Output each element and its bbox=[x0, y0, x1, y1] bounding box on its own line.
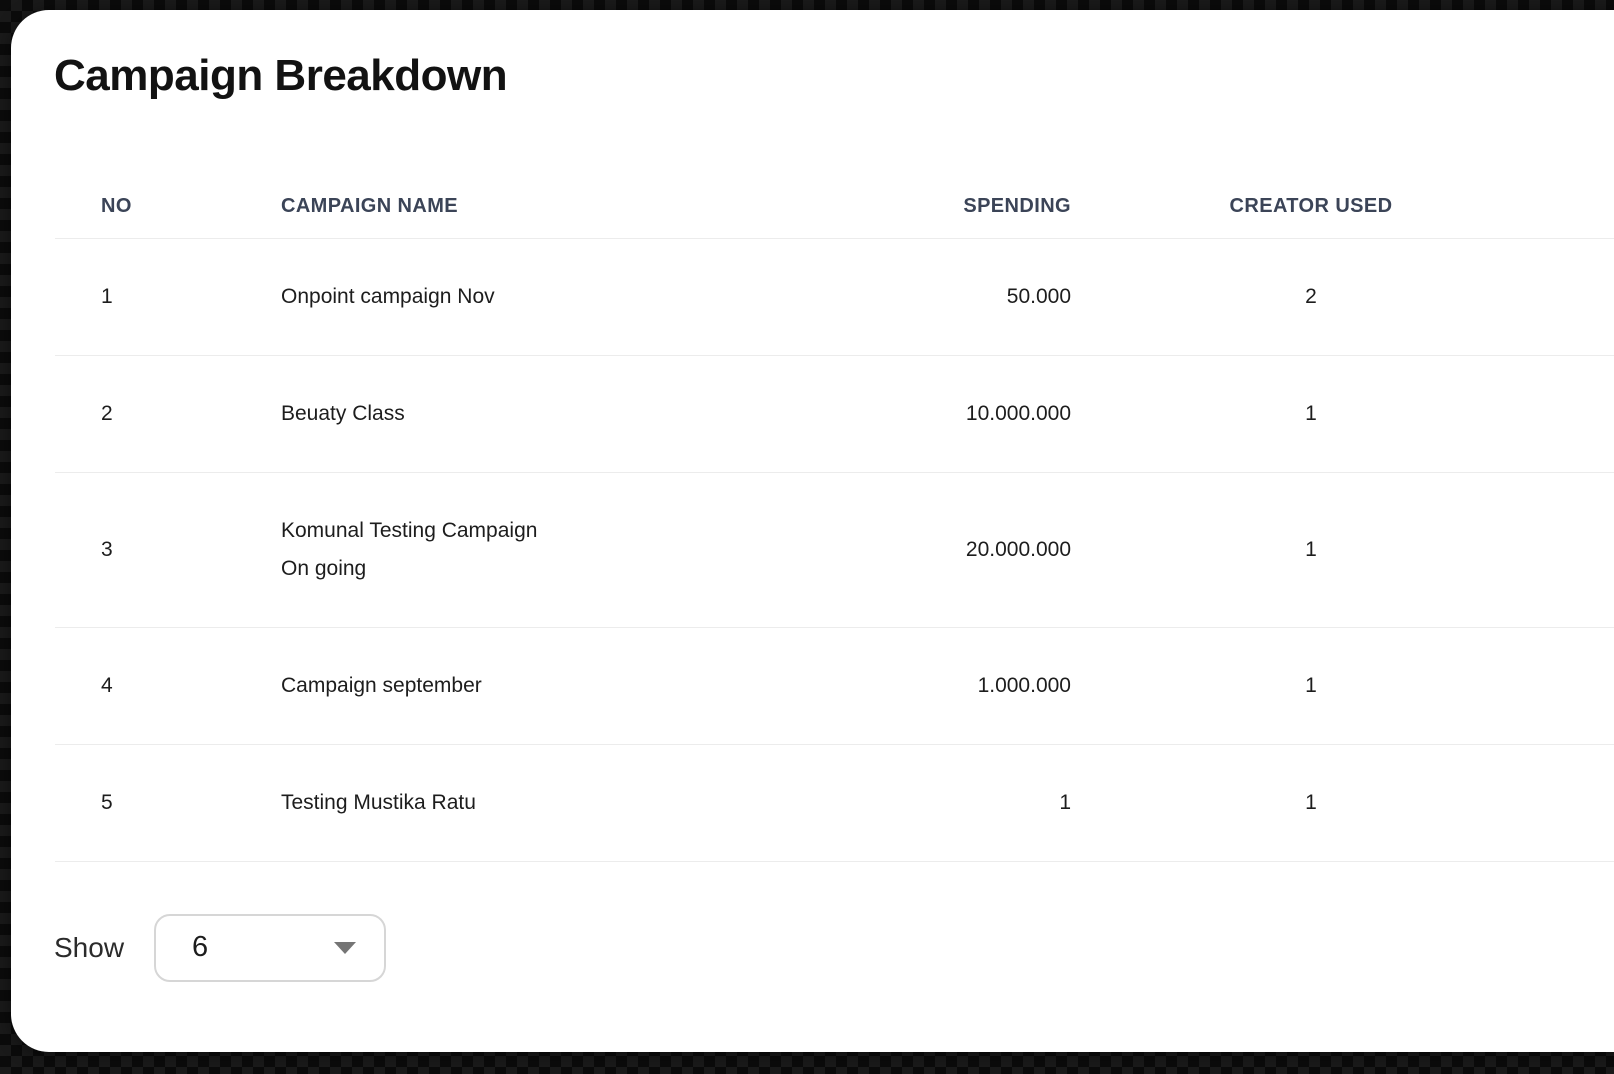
header-creator-used: CREATOR USED bbox=[1229, 194, 1393, 217]
cell-no: 1 bbox=[101, 284, 113, 308]
chevron-down-icon bbox=[334, 941, 357, 954]
header-no: NO bbox=[101, 194, 132, 217]
cell-campaign-name: Campaign september bbox=[281, 673, 482, 697]
header-spending: SPENDING bbox=[963, 194, 1071, 217]
show-label: Show bbox=[54, 931, 125, 963]
cell-spending: 1.000.000 bbox=[977, 673, 1071, 697]
table-footer: Show 6 bbox=[54, 913, 1614, 982]
page-title: Campaign Breakdown bbox=[54, 51, 508, 100]
cell-creator-used: 1 bbox=[1305, 401, 1317, 425]
cell-creator-used: 1 bbox=[1305, 673, 1317, 697]
table-row: 4 Campaign september 1.000.000 1 bbox=[55, 628, 1614, 745]
cell-campaign-name: Komunal Testing Campaign On going bbox=[281, 517, 881, 583]
cell-no: 2 bbox=[101, 401, 113, 425]
cell-campaign-name: Beuaty Class bbox=[281, 401, 405, 425]
campaign-table: NO CAMPAIGN NAME SPENDING CREATOR USED 1… bbox=[11, 175, 1614, 862]
table-row: 1 Onpoint campaign Nov 50.000 2 bbox=[55, 239, 1614, 356]
cell-no: 3 bbox=[101, 537, 113, 561]
campaign-breakdown-card: Campaign Breakdown NO CAMPAIGN NAME SPEN… bbox=[11, 10, 1614, 1052]
cell-creator-used: 1 bbox=[1305, 790, 1317, 814]
table-row: 2 Beuaty Class 10.000.000 1 bbox=[55, 356, 1614, 473]
cell-no: 5 bbox=[101, 790, 113, 814]
cell-campaign-name: Onpoint campaign Nov bbox=[281, 284, 495, 308]
cell-spending: 1 bbox=[1059, 790, 1071, 814]
header-campaign-name: CAMPAIGN NAME bbox=[281, 194, 459, 217]
cell-spending: 10.000.000 bbox=[965, 401, 1071, 425]
campaign-name-line1: Komunal Testing Campaign bbox=[281, 518, 538, 542]
cell-campaign-name: Testing Mustika Ratu bbox=[281, 790, 476, 814]
page-size-value: 6 bbox=[192, 931, 209, 964]
cell-spending: 50.000 bbox=[1006, 284, 1071, 308]
table-header-row: NO CAMPAIGN NAME SPENDING CREATOR USED bbox=[55, 175, 1614, 239]
cell-creator-used: 2 bbox=[1305, 284, 1317, 308]
table-row: 3 Komunal Testing Campaign On going 20.0… bbox=[55, 473, 1614, 628]
page-size-dropdown[interactable]: 6 bbox=[154, 913, 387, 982]
cell-no: 4 bbox=[101, 673, 113, 697]
table-row: 5 Testing Mustika Ratu 1 1 bbox=[55, 745, 1614, 862]
cell-creator-used: 1 bbox=[1305, 537, 1317, 561]
campaign-name-line2: On going bbox=[281, 556, 367, 580]
cell-spending: 20.000.000 bbox=[965, 537, 1071, 561]
